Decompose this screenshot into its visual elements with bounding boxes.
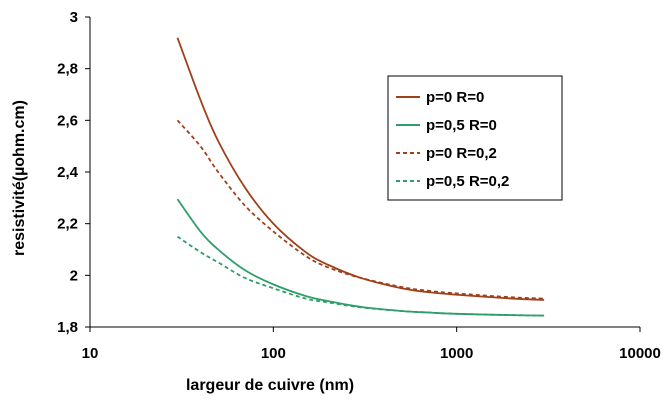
series-line-3 — [176, 119, 545, 300]
series-line-1 — [176, 37, 545, 301]
x-tick-label: 100 — [261, 345, 286, 362]
y-axis-title: resistivité(µohm.cm) — [11, 100, 28, 256]
x-tick-label: 10 — [82, 345, 99, 362]
y-tick-label: 2 — [70, 267, 78, 284]
series-line-2 — [176, 198, 545, 317]
y-tick-label: 1,8 — [57, 319, 78, 336]
legend-label-3: p=0 R=0,2 — [426, 145, 497, 162]
y-tick-label: 2,8 — [57, 61, 78, 78]
axes-layer: 1,8 2 2,2 2,4 2,6 2,8 3 10 100 1000 10000 — [57, 9, 661, 362]
legend-label-1: p=0 R=0 — [426, 89, 484, 106]
series-line-4 — [176, 235, 545, 317]
x-tick-label: 1000 — [440, 345, 473, 362]
x-axis-title: largeur de cuivre (nm) — [186, 377, 354, 394]
y-tick-label: 2,2 — [57, 216, 78, 233]
y-tick-label: 3 — [70, 9, 78, 26]
legend: p=0 R=0 p=0,5 R=0 p=0 R=0,2 p=0,5 R=0,2 — [387, 75, 563, 201]
series-layer — [176, 37, 545, 317]
legend-label-4: p=0,5 R=0,2 — [426, 173, 509, 190]
y-tick-label: 2,6 — [57, 112, 78, 129]
x-tick-label: 10000 — [619, 345, 661, 362]
legend-label-2: p=0,5 R=0 — [426, 117, 497, 134]
y-tick-label: 2,4 — [57, 164, 79, 181]
